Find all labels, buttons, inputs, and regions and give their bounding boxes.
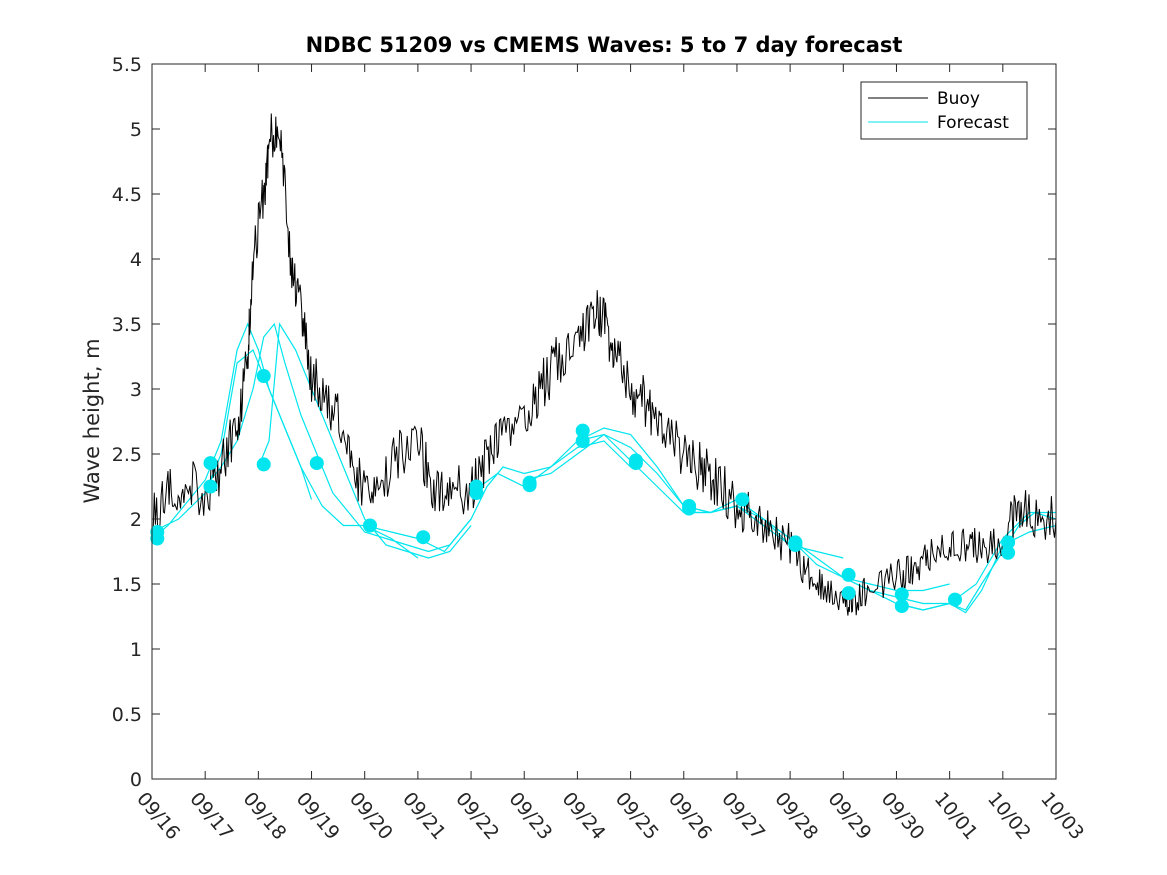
y-tick-label: 1.5 (112, 574, 142, 596)
buoy-layer (151, 113, 1057, 616)
forecast-marker (256, 369, 271, 383)
y-tick-label: 2.5 (112, 444, 142, 466)
y-tick-label: 4.5 (112, 184, 142, 206)
forecast-run-line (204, 322, 472, 553)
forecast-marker (894, 587, 909, 602)
y-tick-label: 2 (130, 509, 142, 531)
y-tick-label: 1 (130, 639, 142, 661)
forecast-marker (841, 567, 856, 582)
y-tick-label: 0 (130, 769, 142, 791)
forecast-marker (150, 525, 165, 539)
y-tick-label: 3 (130, 379, 142, 401)
forecast-marker (1001, 545, 1016, 560)
forecast-marker (309, 456, 324, 471)
forecast-marker (788, 535, 803, 550)
legend: Buoy Forecast (860, 81, 1028, 140)
forecast-marker (1001, 535, 1016, 550)
forecast-marker (256, 457, 271, 472)
forecast-run-line (896, 524, 1057, 614)
forecast-marker (894, 599, 909, 614)
buoy-line (151, 113, 1057, 616)
forecast-marker (469, 479, 484, 494)
legend-box (860, 81, 1028, 140)
forecast-marker (203, 479, 218, 494)
forecast-marker (735, 492, 750, 507)
forecast-run-line (843, 511, 1057, 611)
forecast-marker (363, 518, 377, 533)
y-axis-label: Wave height, m (80, 338, 104, 503)
chart-title: NDBC 51209 vs CMEMS Waves: 5 to 7 day fo… (306, 33, 903, 57)
plot-area (152, 64, 1056, 779)
forecast-marker (628, 453, 643, 468)
legend-buoy-label: Buoy (937, 89, 980, 109)
legend-forecast-label: Forecast (937, 113, 1009, 133)
forecast-markers (150, 369, 1016, 614)
forecast-marker (682, 499, 697, 513)
y-tick-label: 0.5 (112, 704, 142, 726)
y-tick-label: 5 (130, 119, 142, 141)
forecast-marker (575, 434, 590, 448)
forecast-marker (416, 530, 431, 545)
forecast-marker (948, 592, 962, 607)
forecast-marker (203, 456, 218, 471)
forecast-run-line (257, 322, 472, 559)
forecast-marker (841, 586, 856, 601)
y-tick-label: 5.5 (112, 54, 142, 76)
forecast-marker (575, 423, 590, 438)
axes-box (151, 63, 1057, 780)
y-tick-label: 3.5 (112, 314, 142, 336)
y-tick-label: 4 (130, 249, 142, 271)
forecast-marker (522, 475, 537, 490)
y-axis-ticks: 0 0.5 1 1.5 2 2.5 3 3.5 4 4.5 5 5.5 (112, 54, 1056, 791)
